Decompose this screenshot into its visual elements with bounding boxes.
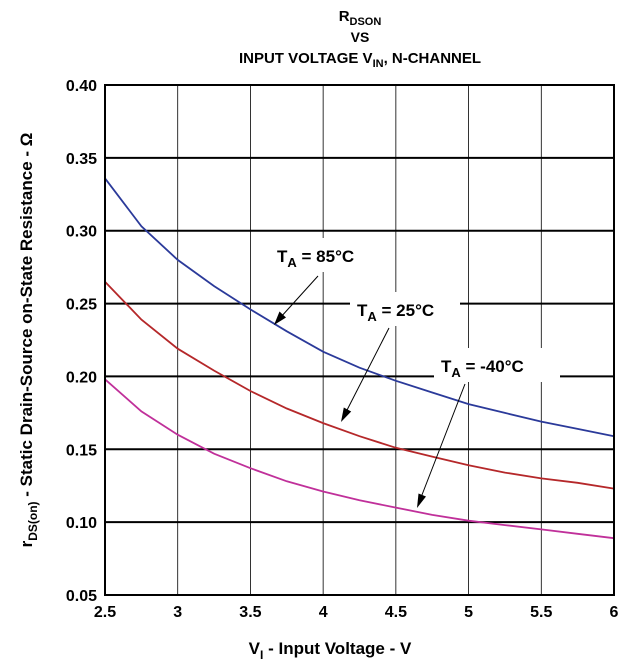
- y-tick-label-0: 0.05: [66, 588, 97, 605]
- x-tick-label-6: 5.5: [530, 604, 552, 621]
- plot-area: TA = 85°C TA = 25°C TA = -40°C: [104, 84, 615, 596]
- annotation-neg40c: TA = -40°C: [417, 348, 560, 508]
- annotation-neg40c-box: [434, 348, 560, 382]
- x-tick-label-3: 4: [319, 604, 328, 621]
- annotation-85c-box: [270, 238, 380, 272]
- arrow-neg40c-shaft: [419, 383, 466, 501]
- arrow-85c-head: [274, 311, 286, 325]
- x-tick-label-2: 3.5: [239, 604, 261, 621]
- arrow-25c-head: [341, 407, 352, 422]
- title-line-3: INPUT VOLTAGE VIN, N-CHANNEL: [239, 50, 481, 70]
- x-tick-label-1: 3: [173, 604, 182, 621]
- title-line-1: RDSON: [339, 8, 382, 28]
- series-label-85c: TA = 85°C: [277, 247, 354, 270]
- series-label-neg40c: TA = -40°C: [441, 357, 524, 380]
- title-line-2: VS: [351, 29, 370, 45]
- y-tick-label-2: 0.15: [66, 442, 97, 459]
- y-tick-label-7: 0.40: [66, 78, 97, 95]
- horizontal-gridlines: [105, 156, 614, 524]
- y-tick-labels: 0.05 0.10 0.15 0.20 0.25 0.30 0.35 0.40: [66, 78, 97, 605]
- x-tick-label-0: 2.5: [94, 604, 116, 621]
- y-tick-label-3: 0.20: [66, 369, 97, 386]
- x-tick-labels: 2.5 3 3.5 4 4.5 5 5.5 6: [94, 604, 619, 621]
- series-label-25c: TA = 25°C: [357, 301, 434, 324]
- y-tick-label-4: 0.25: [66, 297, 97, 314]
- annotation-25c-box: [350, 292, 460, 326]
- chart-title: RDSON VS INPUT VOLTAGE VIN, N-CHANNEL: [239, 8, 481, 70]
- y-tick-label-1: 0.10: [66, 515, 97, 532]
- x-tick-label-4: 4.5: [385, 604, 407, 621]
- x-tick-label-5: 5: [464, 604, 473, 621]
- arrow-neg40c-head: [417, 493, 426, 508]
- y-tick-label-5: 0.30: [66, 224, 97, 241]
- series-line-1: [104, 281, 615, 490]
- plot-border: [104, 84, 615, 596]
- y-axis-label: rDS(on) - Static Drain-Source on-State R…: [17, 133, 40, 548]
- arrow-25c-shaft: [344, 327, 390, 415]
- vertical-gridlines: [177, 85, 542, 595]
- arrow-85c-shaft: [279, 275, 319, 319]
- annotation-85c: TA = 85°C: [270, 238, 380, 325]
- x-tick-label-7: 6: [610, 604, 619, 621]
- x-axis-label: VI - Input Voltage - V: [249, 639, 412, 662]
- series-lines: [104, 177, 615, 540]
- series-line-0: [104, 177, 615, 438]
- series-line-2: [104, 378, 615, 540]
- y-tick-label-6: 0.35: [66, 151, 97, 168]
- annotation-25c: TA = 25°C: [341, 292, 460, 422]
